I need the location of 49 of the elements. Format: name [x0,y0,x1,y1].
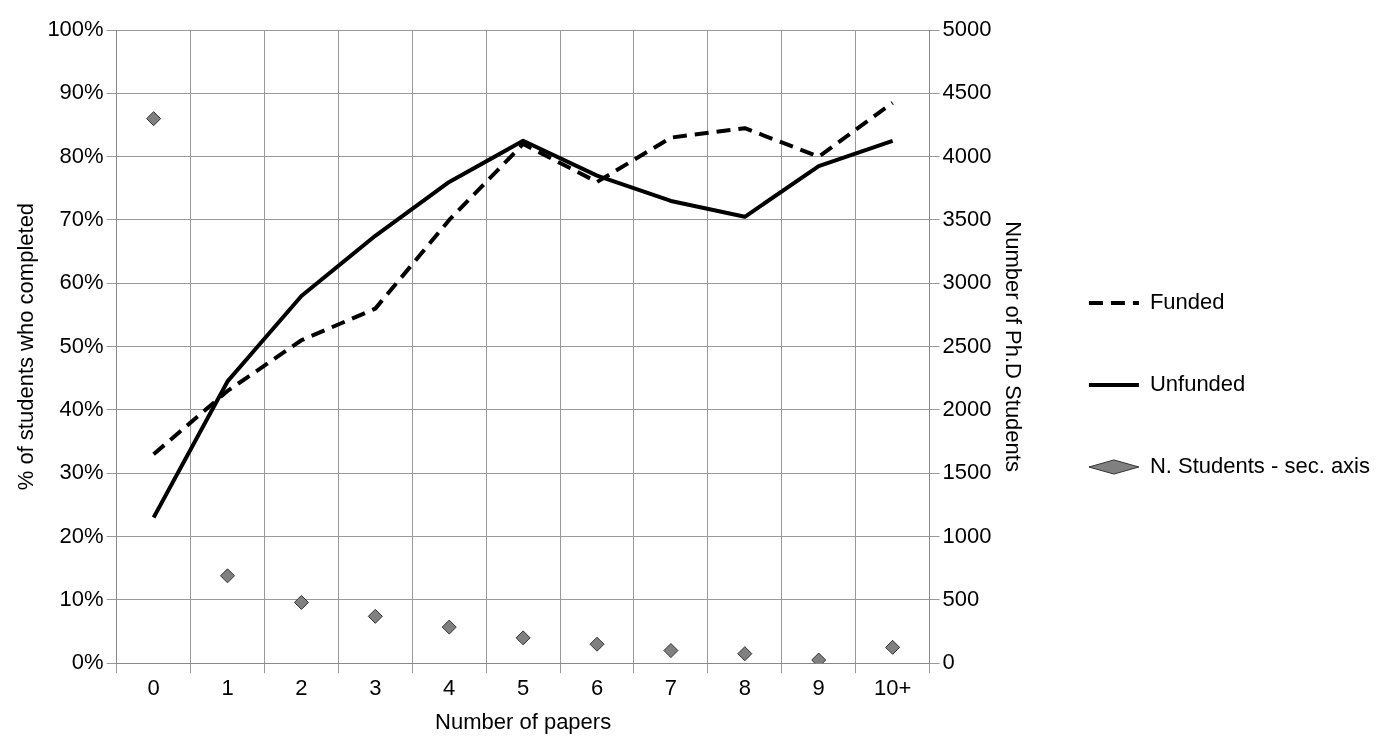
y2-tick-label: 2500 [942,332,992,358]
y-tick-label: 20% [59,522,104,548]
x-tick-label: 2 [295,675,308,701]
point [367,608,383,624]
y2-tick-label: 500 [942,585,980,611]
point [515,630,531,646]
y2-tick-label: 1500 [942,459,992,485]
point [146,111,162,127]
y-tick-label: 40% [59,395,104,421]
y-tick-label: 70% [59,206,104,232]
point [220,568,236,584]
y2-tick-label: 3500 [942,206,992,232]
x-tick-label: 10+ [873,675,912,701]
x-tick-label: 9 [812,675,825,701]
x-tick-label: 4 [443,675,456,701]
y2-tick-label: 4500 [942,79,992,105]
y-tick-label: 30% [59,459,104,485]
y2-tick-label: 2000 [942,395,992,421]
y2-tick-label: 1000 [942,522,992,548]
x-tick-label: 3 [369,675,382,701]
y2-tick-label: 5000 [942,16,992,42]
y-tick-label: 10% [59,585,104,611]
x-tick-label: 8 [738,675,751,701]
y2-tick-label: 3000 [942,269,992,295]
point [441,619,457,635]
y-tick-label: 0% [71,649,104,675]
point [737,646,753,662]
y-tick-label: 60% [59,269,104,295]
y-tick-label: 90% [59,79,104,105]
x-tick-label: 5 [517,675,530,701]
y-axis-title: % of students who completed [13,202,39,491]
y2-tick-label: 0 [942,649,955,675]
x-tick-label: 0 [147,675,160,701]
y-tick-label: 50% [59,332,104,358]
point [589,636,605,652]
y2-tick-label: 4000 [942,142,992,168]
legend-label: Funded [1149,289,1225,315]
x-tick-label: 7 [664,675,678,701]
point [663,643,679,659]
legend-label: Unfunded [1149,371,1246,397]
x-axis-title: Number of papers [435,708,612,734]
x-tick-label: 1 [221,675,234,701]
point [885,639,901,655]
legend-label: N. Students - sec. axis [1149,453,1371,479]
y2-axis-title: Number of Ph.D Students [1000,221,1026,472]
y-tick-label: 80% [59,142,104,168]
point [293,594,309,610]
y-tick-label: 100% [47,16,104,42]
x-tick-label: 6 [590,675,604,701]
